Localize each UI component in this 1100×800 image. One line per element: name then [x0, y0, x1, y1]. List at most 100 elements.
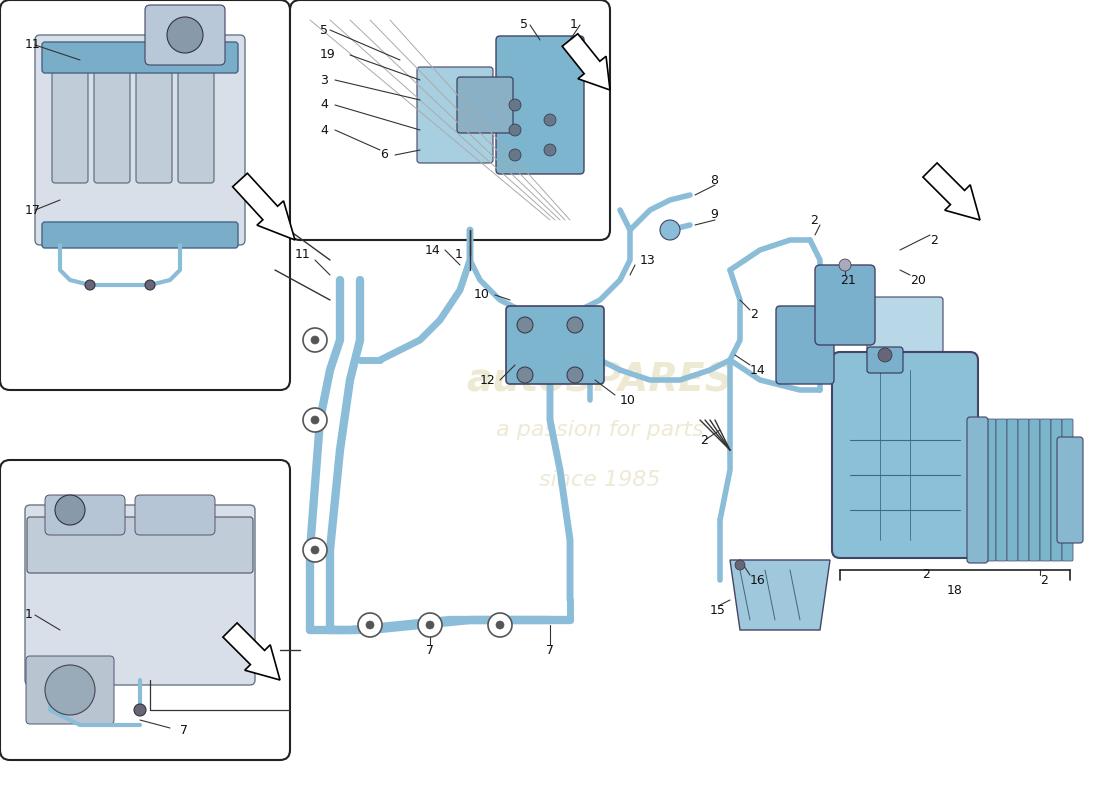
- Polygon shape: [923, 163, 980, 220]
- FancyBboxPatch shape: [1028, 419, 1040, 561]
- FancyBboxPatch shape: [94, 57, 130, 183]
- FancyBboxPatch shape: [996, 419, 1006, 561]
- FancyBboxPatch shape: [456, 77, 513, 133]
- Circle shape: [735, 560, 745, 570]
- Text: 12: 12: [480, 374, 495, 386]
- FancyBboxPatch shape: [135, 495, 214, 535]
- Circle shape: [302, 408, 327, 432]
- Circle shape: [358, 613, 382, 637]
- FancyBboxPatch shape: [867, 297, 943, 353]
- Text: 11: 11: [25, 38, 41, 51]
- Circle shape: [55, 495, 85, 525]
- Circle shape: [85, 280, 95, 290]
- Text: 7: 7: [426, 643, 434, 657]
- Text: 2: 2: [930, 234, 938, 246]
- Text: 13: 13: [640, 254, 656, 266]
- Text: 5: 5: [320, 23, 328, 37]
- Circle shape: [145, 280, 155, 290]
- Text: 1: 1: [455, 249, 463, 262]
- FancyBboxPatch shape: [984, 419, 996, 561]
- Text: 7: 7: [546, 643, 554, 657]
- Circle shape: [311, 416, 319, 424]
- Text: 17: 17: [25, 203, 41, 217]
- FancyBboxPatch shape: [25, 505, 255, 685]
- Text: 8: 8: [710, 174, 718, 186]
- Circle shape: [509, 149, 521, 161]
- Text: 10: 10: [474, 289, 490, 302]
- Circle shape: [167, 17, 204, 53]
- FancyBboxPatch shape: [776, 306, 834, 384]
- Text: 5: 5: [520, 18, 528, 31]
- Text: 16: 16: [750, 574, 766, 586]
- Circle shape: [566, 317, 583, 333]
- Circle shape: [496, 621, 504, 629]
- Circle shape: [418, 613, 442, 637]
- Text: 14: 14: [750, 363, 766, 377]
- Circle shape: [839, 259, 851, 271]
- Circle shape: [544, 114, 556, 126]
- FancyBboxPatch shape: [1050, 419, 1062, 561]
- Text: 18: 18: [947, 583, 962, 597]
- Text: 19: 19: [320, 49, 336, 62]
- Text: 2: 2: [1040, 574, 1048, 586]
- FancyBboxPatch shape: [0, 460, 290, 760]
- Polygon shape: [562, 34, 611, 90]
- Text: a passion for parts: a passion for parts: [496, 420, 704, 440]
- Circle shape: [509, 99, 521, 111]
- Text: 4: 4: [320, 98, 328, 111]
- FancyBboxPatch shape: [1040, 419, 1050, 561]
- Text: since 1985: since 1985: [539, 470, 661, 490]
- Text: 4: 4: [320, 123, 328, 137]
- Text: 2: 2: [922, 569, 930, 582]
- Circle shape: [517, 367, 534, 383]
- Circle shape: [426, 621, 434, 629]
- Text: 1: 1: [25, 609, 33, 622]
- FancyBboxPatch shape: [42, 42, 238, 73]
- Polygon shape: [223, 623, 280, 680]
- Circle shape: [660, 220, 680, 240]
- FancyBboxPatch shape: [1018, 419, 1028, 561]
- Circle shape: [566, 367, 583, 383]
- Text: 14: 14: [425, 243, 440, 257]
- Circle shape: [509, 124, 521, 136]
- FancyBboxPatch shape: [417, 67, 493, 163]
- FancyBboxPatch shape: [867, 347, 903, 373]
- FancyBboxPatch shape: [974, 419, 984, 561]
- Text: 6: 6: [379, 149, 388, 162]
- FancyBboxPatch shape: [496, 36, 584, 174]
- FancyBboxPatch shape: [967, 417, 988, 563]
- Polygon shape: [730, 560, 830, 630]
- Text: 3: 3: [320, 74, 328, 86]
- FancyBboxPatch shape: [26, 656, 114, 724]
- Text: 7: 7: [180, 723, 188, 737]
- Circle shape: [302, 328, 327, 352]
- Circle shape: [311, 336, 319, 344]
- Circle shape: [366, 621, 374, 629]
- Circle shape: [517, 317, 534, 333]
- Circle shape: [544, 144, 556, 156]
- FancyBboxPatch shape: [1062, 419, 1072, 561]
- FancyBboxPatch shape: [45, 495, 125, 535]
- Text: 10: 10: [620, 394, 636, 406]
- FancyBboxPatch shape: [52, 57, 88, 183]
- Text: 15: 15: [710, 603, 726, 617]
- Text: 21: 21: [840, 274, 856, 286]
- Polygon shape: [232, 174, 295, 240]
- Circle shape: [878, 348, 892, 362]
- FancyBboxPatch shape: [28, 517, 253, 573]
- Circle shape: [311, 546, 319, 554]
- Text: 1: 1: [570, 18, 578, 31]
- Text: 9: 9: [710, 209, 718, 222]
- FancyBboxPatch shape: [1006, 419, 1018, 561]
- Circle shape: [134, 704, 146, 716]
- FancyBboxPatch shape: [506, 306, 604, 384]
- Circle shape: [488, 613, 512, 637]
- FancyBboxPatch shape: [0, 0, 290, 390]
- Text: 2: 2: [750, 309, 758, 322]
- Text: 2: 2: [810, 214, 818, 226]
- Circle shape: [45, 665, 95, 715]
- FancyBboxPatch shape: [145, 5, 226, 65]
- FancyBboxPatch shape: [832, 352, 978, 558]
- FancyBboxPatch shape: [290, 0, 610, 240]
- FancyBboxPatch shape: [42, 222, 238, 248]
